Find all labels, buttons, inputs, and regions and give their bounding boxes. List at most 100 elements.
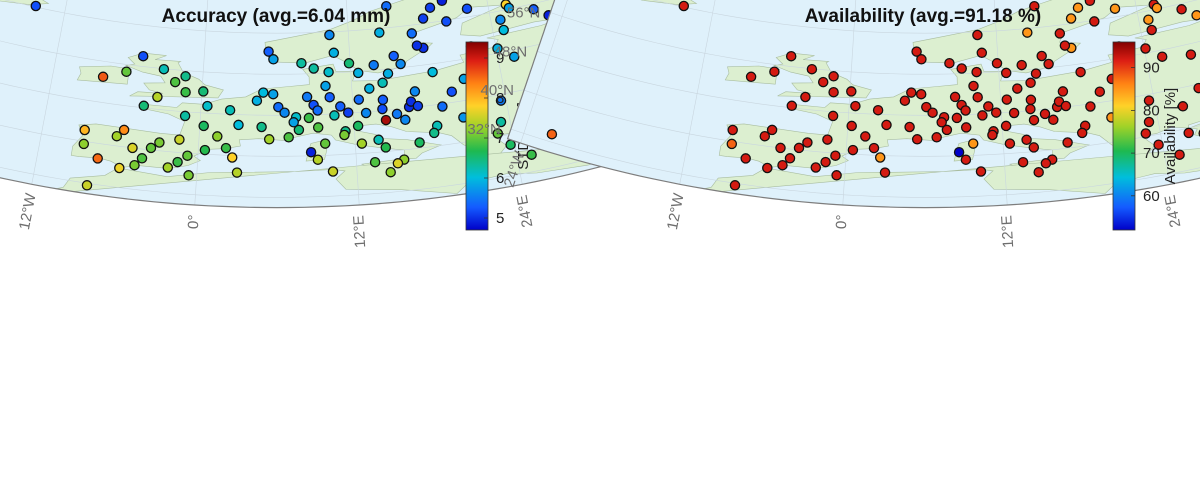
- station-marker: [801, 92, 810, 101]
- map-title: Availability (avg.=91.18 %): [805, 6, 1041, 27]
- station-marker: [1041, 159, 1050, 168]
- station-marker: [269, 55, 278, 64]
- station-marker: [378, 95, 387, 104]
- station-marker: [945, 59, 954, 68]
- station-marker: [819, 78, 828, 87]
- station-marker: [181, 88, 190, 97]
- station-marker: [313, 106, 322, 115]
- station-marker: [200, 146, 209, 155]
- station-marker: [1177, 5, 1186, 14]
- station-marker: [1055, 29, 1064, 38]
- station-marker: [1019, 158, 1028, 167]
- station-marker: [1078, 128, 1087, 137]
- station-marker: [344, 59, 353, 68]
- station-marker: [1067, 14, 1076, 23]
- station-marker: [82, 181, 91, 190]
- colorbar-tick-label: 70: [1143, 145, 1160, 162]
- station-marker: [1002, 68, 1011, 77]
- station-marker: [153, 92, 162, 101]
- station-marker: [226, 106, 235, 115]
- longitude-label: 12°W: [664, 191, 688, 231]
- station-marker: [378, 105, 387, 114]
- station-marker: [1061, 101, 1070, 110]
- station-marker: [851, 102, 860, 111]
- station-marker: [880, 168, 889, 177]
- station-marker: [1095, 87, 1104, 96]
- station-marker: [727, 139, 736, 148]
- station-marker: [430, 128, 439, 137]
- station-marker: [1147, 25, 1156, 34]
- station-marker: [175, 135, 184, 144]
- station-marker: [829, 88, 838, 97]
- station-marker: [79, 139, 88, 148]
- station-marker: [547, 130, 556, 139]
- station-marker: [961, 106, 970, 115]
- station-marker: [184, 171, 193, 180]
- station-marker: [321, 81, 330, 90]
- station-marker: [93, 154, 102, 163]
- station-marker: [374, 135, 383, 144]
- station-marker: [984, 102, 993, 111]
- station-marker: [977, 48, 986, 57]
- station-marker: [955, 148, 964, 157]
- station-marker: [831, 151, 840, 160]
- station-marker: [221, 144, 230, 153]
- station-marker: [969, 139, 978, 148]
- station-marker: [462, 4, 471, 13]
- station-marker: [803, 138, 812, 147]
- station-marker: [847, 87, 856, 96]
- station-marker: [496, 15, 505, 24]
- station-marker: [848, 146, 857, 155]
- station-marker: [259, 88, 268, 97]
- station-marker: [785, 154, 794, 163]
- station-marker: [115, 163, 124, 172]
- station-marker: [371, 158, 380, 167]
- station-marker: [294, 125, 303, 134]
- latitude-label: 56°N: [507, 5, 541, 22]
- station-marker: [787, 101, 796, 110]
- station-marker: [794, 143, 803, 152]
- station-marker: [932, 133, 941, 142]
- station-marker: [821, 158, 830, 167]
- station-marker: [847, 121, 856, 130]
- station-marker: [869, 144, 878, 153]
- station-marker: [876, 153, 885, 162]
- station-marker: [499, 25, 508, 34]
- station-marker: [415, 138, 424, 147]
- station-marker: [730, 181, 739, 190]
- station-marker: [832, 171, 841, 180]
- station-marker: [401, 115, 410, 124]
- station-marker: [1029, 143, 1038, 152]
- station-marker: [328, 167, 337, 176]
- availability-map-panel: 72°N64°N56°N48°N40°N32°N24°W12°W0°12°E24…: [467, 0, 1200, 248]
- station-marker: [303, 92, 312, 101]
- station-marker: [122, 67, 131, 76]
- station-marker: [139, 101, 148, 110]
- longitude-label: 0°: [185, 214, 203, 229]
- station-marker: [354, 95, 363, 104]
- longitude-label: 12°E: [350, 215, 369, 249]
- station-marker: [787, 52, 796, 61]
- station-marker: [1060, 41, 1069, 50]
- station-marker: [181, 111, 190, 120]
- station-marker: [257, 122, 266, 131]
- latitude-label: 48°N: [494, 43, 528, 60]
- longitude-label: 12°W: [16, 191, 40, 231]
- station-marker: [1141, 44, 1150, 53]
- station-marker: [961, 155, 970, 164]
- station-marker: [992, 59, 1001, 68]
- station-marker: [383, 69, 392, 78]
- colorbar-tick-label: 80: [1143, 102, 1160, 119]
- station-marker: [1022, 135, 1031, 144]
- station-marker: [330, 111, 339, 120]
- station-marker: [1144, 15, 1153, 24]
- longitude-label: 24°E: [514, 194, 537, 229]
- station-marker: [269, 90, 278, 99]
- station-marker: [874, 106, 883, 115]
- station-marker: [392, 109, 401, 118]
- station-marker: [159, 65, 168, 74]
- station-marker: [137, 154, 146, 163]
- longitude-label: 12°E: [998, 215, 1017, 249]
- station-marker: [1037, 51, 1046, 60]
- station-marker: [307, 148, 316, 157]
